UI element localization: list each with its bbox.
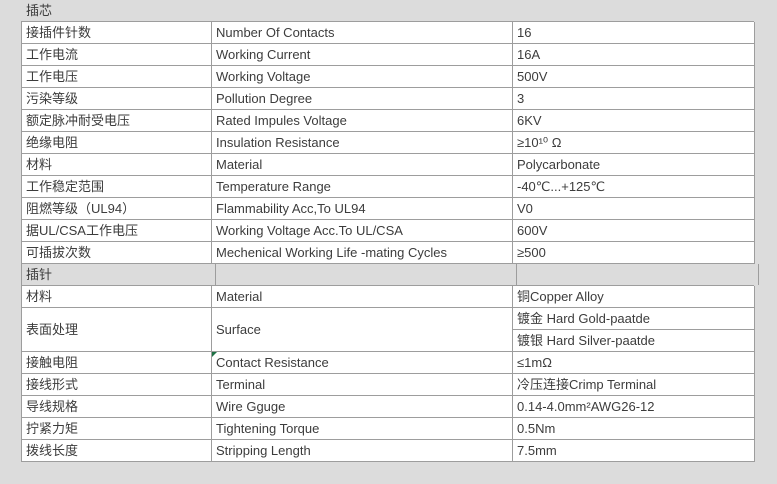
spec-cn-label: 拧紧力矩 bbox=[22, 418, 212, 440]
section-header-label: 插针 bbox=[26, 264, 216, 285]
spec-value: 镀金 Hard Gold-paatde bbox=[513, 308, 754, 330]
table-row: 拨线长度 Stripping Length 7.5mm bbox=[21, 440, 755, 462]
spec-cn-label: 额定脉冲耐受电压 bbox=[22, 110, 212, 132]
spec-en-label: Material bbox=[212, 286, 513, 308]
spec-cn-label: 接线形式 bbox=[22, 374, 212, 396]
spec-en-label: Surface bbox=[212, 308, 513, 352]
spec-value: -40℃...+125℃ bbox=[513, 176, 755, 198]
spec-en-label: Insulation Resistance bbox=[212, 132, 513, 154]
table-row: 接插件针数 Number Of Contacts 16 bbox=[21, 22, 755, 44]
spec-value: V0 bbox=[513, 198, 755, 220]
spec-value-stack: 镀金 Hard Gold-paatde 镀银 Hard Silver-paatde bbox=[513, 308, 755, 352]
spec-value: 0.14-4.0mm²AWG26-12 bbox=[513, 396, 755, 418]
table-row: 工作稳定范围 Temperature Range -40℃...+125℃ bbox=[21, 176, 755, 198]
table-row: 拧紧力矩 Tightening Torque 0.5Nm bbox=[21, 418, 755, 440]
spec-en-label: Working Current bbox=[212, 44, 513, 66]
spec-value: 0.5Nm bbox=[513, 418, 755, 440]
spec-value: 3 bbox=[513, 88, 755, 110]
table-row: 可插拔次数 Mechenical Working Life -mating Cyc… bbox=[21, 242, 755, 264]
table-row: 阻燃等级（UL94） Flammability Acc,To UL94 V0 bbox=[21, 198, 755, 220]
table-row: 材料 Material Polycarbonate bbox=[21, 154, 755, 176]
table-row: 工作电压 Working Voltage 500V bbox=[21, 66, 755, 88]
spec-en-label: Tightening Torque bbox=[212, 418, 513, 440]
spec-en-label: Flammability Acc,To UL94 bbox=[212, 198, 513, 220]
spec-en-label: Pollution Degree bbox=[212, 88, 513, 110]
spec-value: 600V bbox=[513, 220, 755, 242]
spec-en-label: Rated Impules Voltage bbox=[212, 110, 513, 132]
spec-cn-label: 接插件针数 bbox=[22, 22, 212, 44]
spec-value: ≤1mΩ bbox=[513, 352, 755, 374]
table-row: 接触电阻 Contact Resistance ≤1mΩ bbox=[21, 352, 755, 374]
spec-cn-label: 工作电流 bbox=[22, 44, 212, 66]
spec-en-label: Working Voltage Acc.To UL/CSA bbox=[212, 220, 513, 242]
spec-cn-label: 表面处理 bbox=[22, 308, 212, 352]
spec-en-label: Terminal bbox=[212, 374, 513, 396]
table-row: 接线形式 Terminal 冷压连接Crimp Terminal bbox=[21, 374, 755, 396]
spec-value: 16 bbox=[513, 22, 755, 44]
spec-en-label: Working Voltage bbox=[212, 66, 513, 88]
spec-value: 7.5mm bbox=[513, 440, 755, 462]
spec-value: 16A bbox=[513, 44, 755, 66]
spec-cn-label: 工作电压 bbox=[22, 66, 212, 88]
spec-en-label: Stripping Length bbox=[212, 440, 513, 462]
spec-en-label: Contact Resistance bbox=[212, 352, 513, 374]
table-row: 工作电流 Working Current 16A bbox=[21, 44, 755, 66]
table-row: 表面处理 Surface 镀金 Hard Gold-paatde 镀银 Hard Si… bbox=[21, 308, 755, 352]
table-row: 据UL/CSA工作电压 Working Voltage Acc.To UL/CSA… bbox=[21, 220, 755, 242]
table-row: 额定脉冲耐受电压 Rated Impules Voltage 6KV bbox=[21, 110, 755, 132]
spec-value: 冷压连接Crimp Terminal bbox=[513, 374, 755, 396]
table-row: 材料 Material 铜Copper Alloy bbox=[21, 286, 755, 308]
section-header: 插芯 bbox=[21, 0, 754, 22]
spec-value: Polycarbonate bbox=[513, 154, 755, 176]
spec-cn-label: 材料 bbox=[22, 286, 212, 308]
spec-en-label: Number Of Contacts bbox=[212, 22, 513, 44]
spec-value: ≥500 bbox=[513, 242, 755, 264]
spec-cn-label: 导线规格 bbox=[22, 396, 212, 418]
spec-en-label: Temperature Range bbox=[212, 176, 513, 198]
table-row: 绝缘电阻 Insulation Resistance ≥10¹⁰ Ω bbox=[21, 132, 755, 154]
spec-cn-label: 阻燃等级（UL94） bbox=[22, 198, 212, 220]
spec-cn-label: 可插拔次数 bbox=[22, 242, 212, 264]
spec-cn-label: 据UL/CSA工作电压 bbox=[22, 220, 212, 242]
spec-en-label: Material bbox=[212, 154, 513, 176]
spec-cn-label: 材料 bbox=[22, 154, 212, 176]
section-header-cell bbox=[216, 264, 517, 285]
spec-cn-label: 接触电阻 bbox=[22, 352, 212, 374]
spec-en-label: Wire Gguge bbox=[212, 396, 513, 418]
spec-value: 铜Copper Alloy bbox=[513, 286, 755, 308]
table-row: 导线规格 Wire Gguge 0.14-4.0mm²AWG26-12 bbox=[21, 396, 755, 418]
spec-value: ≥10¹⁰ Ω bbox=[513, 132, 755, 154]
spec-table: 插芯 接插件针数 Number Of Contacts 16 工作电流 Working C… bbox=[21, 0, 759, 462]
spec-value: 6KV bbox=[513, 110, 755, 132]
spec-cn-label: 污染等级 bbox=[22, 88, 212, 110]
spec-cn-label: 工作稳定范围 bbox=[22, 176, 212, 198]
spec-en-label: Mechenical Working Life -mating Cycles bbox=[212, 242, 513, 264]
section-header-cell bbox=[517, 264, 759, 285]
table-row: 污染等级 Pollution Degree 3 bbox=[21, 88, 755, 110]
spec-value: 500V bbox=[513, 66, 755, 88]
cell-note-triangle-icon bbox=[212, 352, 217, 357]
spec-cn-label: 拨线长度 bbox=[22, 440, 212, 462]
spec-cn-label: 绝缘电阻 bbox=[22, 132, 212, 154]
spec-value: 镀银 Hard Silver-paatde bbox=[517, 333, 655, 348]
section-header: 插针 bbox=[21, 264, 759, 286]
